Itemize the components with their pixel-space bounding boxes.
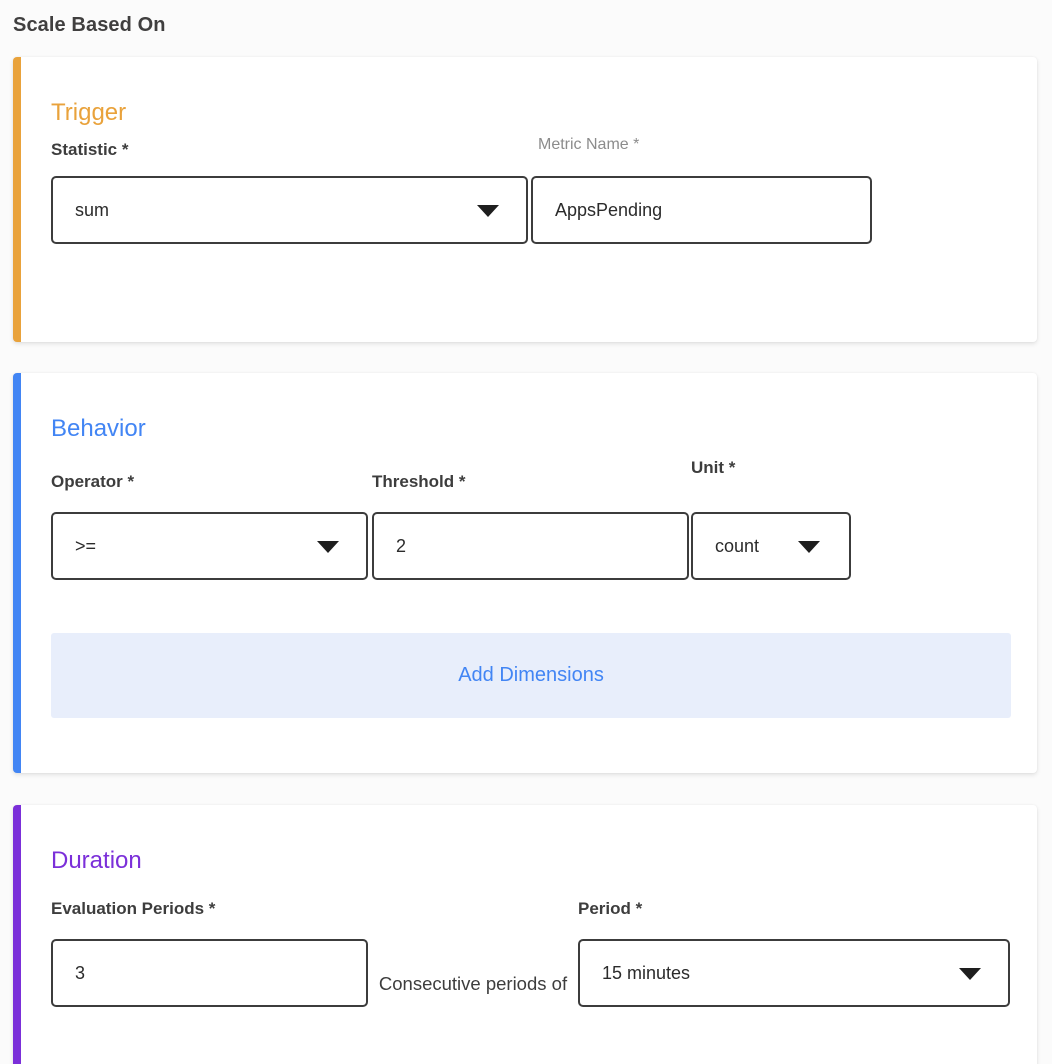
unit-label: Unit *	[691, 458, 736, 477]
duration-card: Duration Evaluation Periods * Consecutiv…	[13, 805, 1037, 1064]
statistic-value: sum	[75, 199, 110, 220]
dropdown-caret-icon	[959, 968, 981, 980]
dropdown-caret-icon	[477, 205, 499, 217]
unit-dropdown[interactable]: count	[691, 512, 851, 580]
evaluation-periods-input[interactable]	[51, 939, 368, 1007]
unit-field: Unit * count	[691, 458, 851, 580]
statistic-label: Statistic *	[51, 140, 129, 159]
operator-label: Operator *	[51, 472, 135, 491]
trigger-card: Trigger Statistic * sum Metric Name *	[13, 57, 1037, 342]
behavior-card: Behavior Operator * >= Threshold * Unit …	[13, 373, 1037, 773]
add-dimensions-button[interactable]: Add Dimensions	[51, 633, 1011, 718]
evaluation-periods-field: Evaluation Periods *	[51, 899, 368, 1007]
metric-name-field: Metric Name *	[531, 136, 872, 244]
period-dropdown[interactable]: 15 minutes	[578, 939, 1010, 1007]
metric-name-label: Metric Name *	[538, 136, 640, 153]
trigger-field-row: Statistic * sum Metric Name *	[51, 136, 1010, 244]
operator-dropdown[interactable]: >=	[51, 512, 368, 580]
threshold-label: Threshold *	[372, 472, 466, 491]
metric-name-input[interactable]	[531, 176, 872, 244]
statistic-field: Statistic * sum	[51, 140, 528, 244]
consecutive-periods-text: Consecutive periods of	[378, 973, 568, 994]
behavior-section-title: Behavior	[51, 415, 146, 442]
page-title: Scale Based On	[13, 14, 166, 36]
period-value: 15 minutes	[602, 962, 691, 983]
operator-value: >=	[75, 535, 97, 556]
behavior-field-row: Operator * >= Threshold * Unit * count	[51, 458, 1010, 580]
duration-field-row: Evaluation Periods * Consecutive periods…	[51, 899, 1010, 1007]
duration-section-title: Duration	[51, 847, 142, 874]
period-field: Period * 15 minutes	[578, 899, 1010, 1007]
threshold-input[interactable]	[372, 512, 689, 580]
evaluation-periods-label: Evaluation Periods *	[51, 899, 216, 918]
unit-value: count	[715, 535, 760, 556]
threshold-field: Threshold *	[372, 472, 689, 580]
dropdown-caret-icon	[798, 541, 820, 553]
trigger-section-title: Trigger	[51, 99, 127, 126]
period-label: Period *	[578, 899, 643, 918]
dropdown-caret-icon	[317, 541, 339, 553]
operator-field: Operator * >=	[51, 472, 368, 580]
statistic-dropdown[interactable]: sum	[51, 176, 528, 244]
